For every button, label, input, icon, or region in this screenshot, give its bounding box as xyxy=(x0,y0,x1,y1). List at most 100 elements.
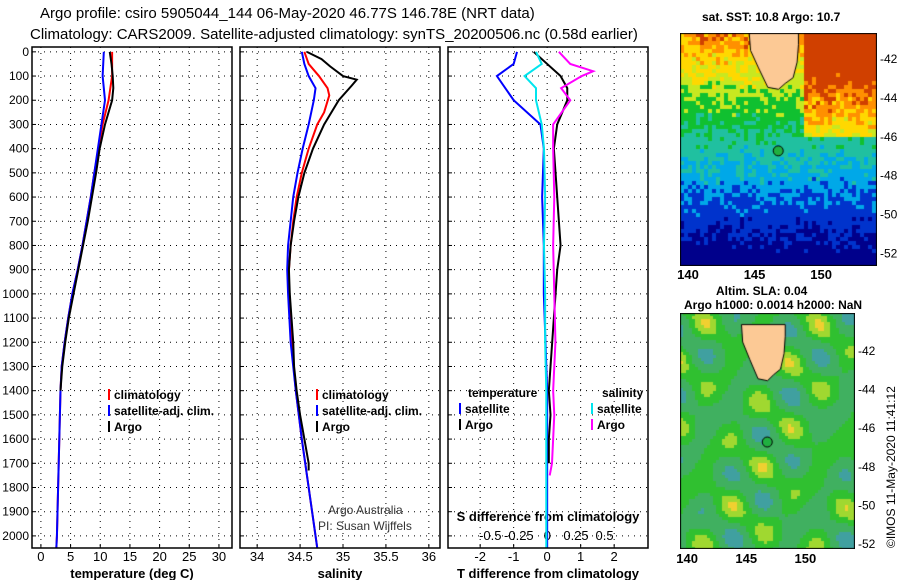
map-y-tick-label: -48 xyxy=(858,460,876,474)
y-tick-label: 1000 xyxy=(2,287,29,301)
map-x-tick-label: 150 xyxy=(794,551,816,566)
series-line-satellite-adj--clim- xyxy=(286,51,319,549)
y-tick-label: 1200 xyxy=(2,335,29,349)
series-line-argo xyxy=(59,51,115,391)
y-tick-label: 1800 xyxy=(2,480,29,494)
legend-label: Argo xyxy=(465,418,493,432)
map-y-tick-label: -46 xyxy=(880,130,898,144)
y-tick-label: 700 xyxy=(9,214,29,228)
map-y-tick-label: -52 xyxy=(880,246,898,260)
y-tick-label: 1700 xyxy=(2,456,29,470)
series-line-t-argo xyxy=(533,51,569,464)
x-tick-label: 30 xyxy=(212,549,226,564)
legend-swatch xyxy=(108,405,110,416)
legend-swatch xyxy=(108,389,110,400)
x-axis-label: temperature (deg C) xyxy=(70,566,194,580)
x-tick-label: -2 xyxy=(474,549,486,564)
legend-label: satellite xyxy=(597,402,642,416)
y-tick-label: 1400 xyxy=(2,384,29,398)
x-tick-label: 0 xyxy=(37,549,44,564)
map-y-tick-label: -48 xyxy=(880,169,898,183)
y-tick-label: 800 xyxy=(9,238,29,252)
x2-tick-label: -0.5 xyxy=(479,528,501,543)
legend-swatch xyxy=(459,403,461,414)
legend-swatch xyxy=(108,421,110,432)
legend-swatch xyxy=(459,419,461,430)
y-tick-label: 300 xyxy=(9,117,29,131)
legend-swatch xyxy=(316,421,318,432)
legend-label: satellite xyxy=(465,402,510,416)
panel-frame xyxy=(239,46,441,549)
map-y-tick-label: -42 xyxy=(880,52,898,66)
x-tick-label: 34.5 xyxy=(287,549,312,564)
credit-argo-australia: Argo Australia xyxy=(328,503,403,517)
x-tick-label: 1 xyxy=(577,549,584,564)
legend-label: Argo xyxy=(114,420,142,434)
y-tick-label: 0 xyxy=(22,45,29,59)
map-x-tick-label: 150 xyxy=(810,267,832,282)
title-line-2: Climatology: CARS2009. Satellite-adjuste… xyxy=(30,26,638,43)
y-tick-label: 500 xyxy=(9,166,29,180)
y-tick-label: 600 xyxy=(9,190,29,204)
series-line-argo xyxy=(287,50,359,471)
map-y-tick-label: -50 xyxy=(858,499,876,513)
panel-temperature: 0100200300400500600700800900100011001200… xyxy=(2,45,233,580)
panel-difference: -2 -1 0 1 2 T difference from climatology -0.5… xyxy=(447,46,649,580)
series-line-s-satellite xyxy=(523,51,548,548)
map-sla-title-1: Altim. SLA: 0.04 xyxy=(716,284,808,298)
legend-label: climatology xyxy=(114,388,181,402)
series-line-t-satellite xyxy=(495,51,549,548)
imos-stamp: ©IMOS 11-May-2020 11:41:12 xyxy=(884,386,898,548)
legend-swatch xyxy=(591,403,593,414)
x-tick-label: 10 xyxy=(93,549,107,564)
y-tick-label: 100 xyxy=(9,69,29,83)
y-tick-label: 1100 xyxy=(3,311,29,325)
legend-label: climatology xyxy=(322,388,389,402)
map-x-tick-label: 140 xyxy=(676,551,698,566)
panel-frame xyxy=(447,46,649,549)
legend-swatch xyxy=(316,405,318,416)
x-tick-label: 0 xyxy=(544,549,551,564)
x-tick-label: 20 xyxy=(152,549,166,564)
map-x-tick-label: 140 xyxy=(677,267,699,282)
series-line-satellite-adj--clim- xyxy=(55,51,107,549)
legend-swatch xyxy=(316,389,318,400)
map-sst-title: sat. SST: 10.8 Argo: 10.7 xyxy=(702,10,841,24)
x-tick-label: 5 xyxy=(67,549,74,564)
legend-swatch xyxy=(591,419,593,430)
map-x-tick-label: 145 xyxy=(735,551,757,566)
legend-label: temperature xyxy=(468,386,538,400)
y-tick-label: 1300 xyxy=(2,359,29,373)
legend-label: satellite-adj. clim. xyxy=(322,404,422,418)
title-line-1: Argo profile: csiro 5905044_144 06-May-2… xyxy=(40,5,535,22)
y-tick-label: 900 xyxy=(9,263,29,277)
x-tick-label: 15 xyxy=(123,549,137,564)
y-tick-label: 1600 xyxy=(2,432,29,446)
credit-pi: PI: Susan Wijffels xyxy=(318,519,412,533)
y-tick-label: 1900 xyxy=(2,505,29,519)
sla-map xyxy=(680,313,855,549)
map-y-tick-label: -50 xyxy=(880,208,898,222)
x-tick-label: 35.5 xyxy=(373,549,398,564)
x-tick-label: -1 xyxy=(508,549,520,564)
y-tick-label: 400 xyxy=(9,142,29,156)
legend-label: satellite-adj. clim. xyxy=(114,404,214,418)
x2-axis-label: S difference from climatology xyxy=(457,509,641,524)
map-y-tick-label: -46 xyxy=(858,421,876,435)
y-tick-label: 200 xyxy=(9,93,29,107)
x2-tick-label: 0.25 xyxy=(563,528,588,543)
sst-map xyxy=(680,33,877,266)
x-tick-label: 25 xyxy=(182,549,196,564)
x-tick-label: 2 xyxy=(611,549,618,564)
x-tick-label: 35 xyxy=(336,549,350,564)
map-x-tick-label: 145 xyxy=(744,267,766,282)
x-tick-label: 34 xyxy=(250,549,264,564)
legend-label: Argo xyxy=(597,418,625,432)
legend-label: salinity xyxy=(602,386,644,400)
x-axis-label: salinity xyxy=(318,566,364,580)
x2-tick-label: 0.5 xyxy=(596,528,614,543)
map-y-tick-label: -52 xyxy=(858,537,876,551)
panel-salinity: 34 34.5 35 35.5 36 salinity climatology satelli… xyxy=(239,46,441,580)
panel-frame xyxy=(31,46,233,549)
